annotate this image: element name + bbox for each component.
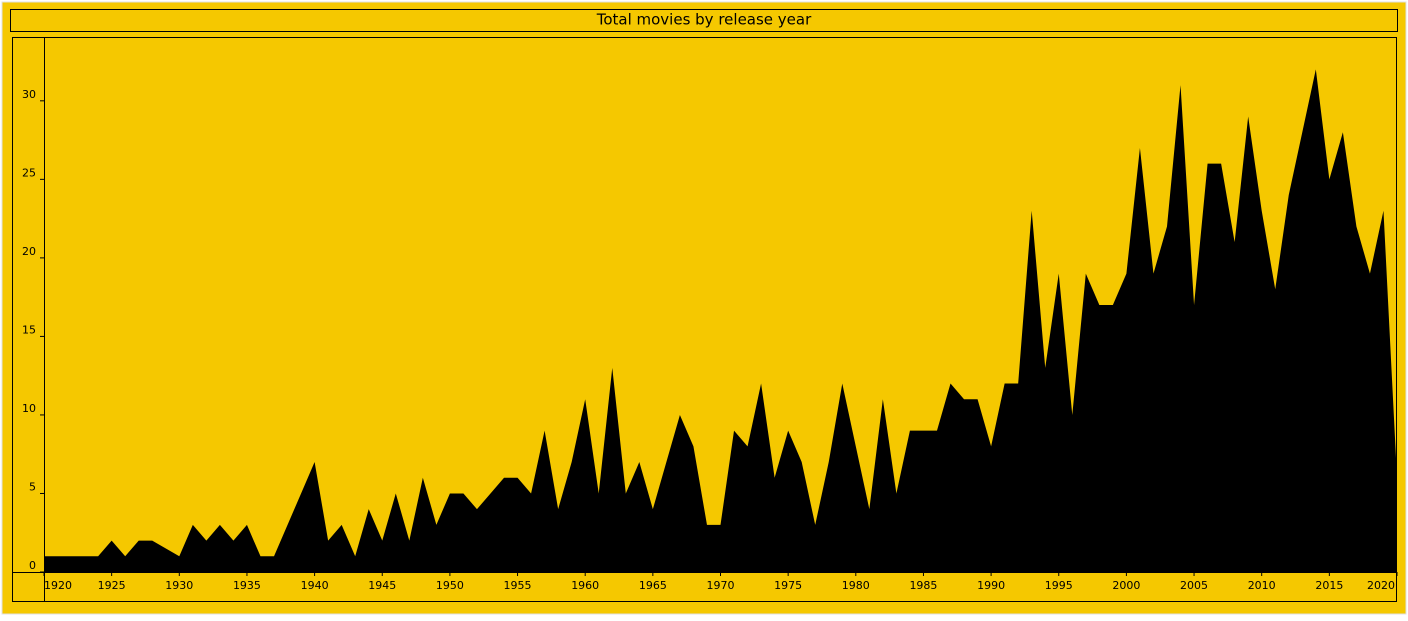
x-tick-label: 1950 [436,579,464,592]
x-tick-label: 1930 [165,579,193,592]
title-box [10,9,1398,32]
x-tick-label: 1975 [774,579,802,592]
x-tick-label: 1980 [842,579,870,592]
area [44,69,1397,572]
chart-title: Total movies by release year [596,11,812,29]
y-tick-label: 5 [29,480,36,493]
plot-frame [12,37,1397,602]
y-tick-label: 15 [22,323,36,336]
x-tick-label: 2015 [1315,579,1343,592]
x-tick-label: 1965 [639,579,667,592]
x-tick-label: 1970 [707,579,735,592]
y-tick-label: 0 [29,559,36,572]
y-tick-label: 10 [22,402,36,415]
x-tick-label: 1995 [1045,579,1073,592]
x-tick-label: 1940 [301,579,329,592]
y-tick-label: 25 [22,166,36,179]
x-tick-label: 1990 [977,579,1005,592]
y-tick-label: 30 [22,88,36,101]
x-tick-label: 1920 [44,579,72,592]
x-tick-label: 1955 [504,579,532,592]
x-tick-label: 2005 [1180,579,1208,592]
x-tick-label: 1945 [368,579,396,592]
x-tick-label: 1925 [98,579,126,592]
x-tick-label: 2020 [1367,579,1395,592]
x-tick-label: 1985 [909,579,937,592]
x-tick-label: 1960 [571,579,599,592]
x-tick-label: 1935 [233,579,261,592]
y-tick-label: 20 [22,245,36,258]
x-tick-label: 2010 [1248,579,1276,592]
x-tick-label: 2000 [1112,579,1140,592]
